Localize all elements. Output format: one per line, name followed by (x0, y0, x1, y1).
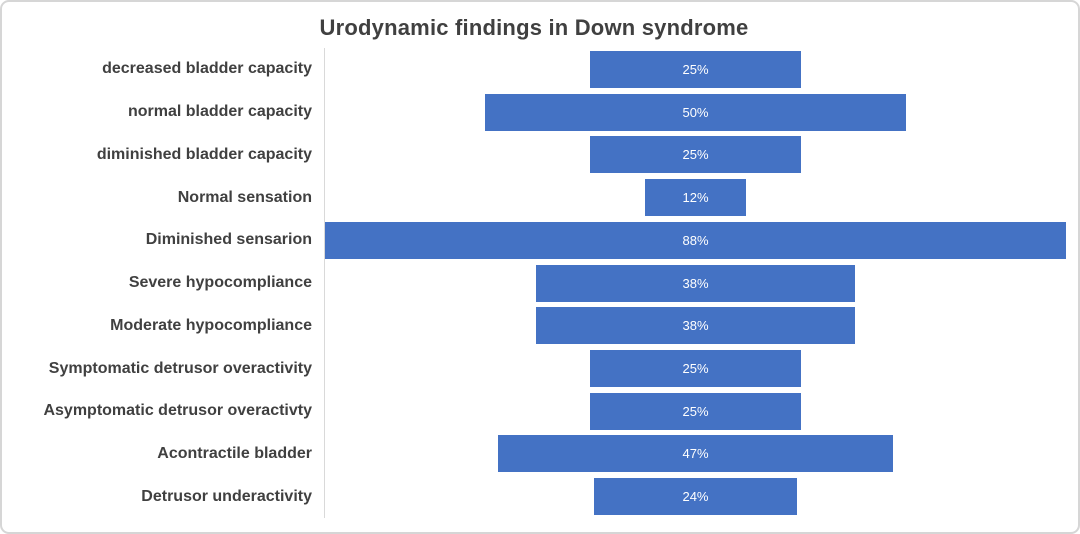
bar-track: 47% (324, 432, 1066, 476)
bar: 25% (590, 392, 801, 430)
category-label: decreased bladder capacity (102, 60, 312, 78)
category-label: Diminished sensarion (145, 231, 312, 249)
data-label: 38% (682, 275, 709, 291)
data-label: 25% (682, 361, 709, 376)
data-label: 38% (682, 318, 709, 334)
bar: 47% (497, 435, 894, 473)
category-label: diminished bladder capacity (96, 145, 312, 163)
chart-row: normal bladder capacity 50% (2, 90, 1066, 134)
chart-row: Moderate hypocompliance 38% (2, 304, 1066, 348)
bar-track: 50% (324, 90, 1066, 134)
bar: 24% (594, 478, 797, 516)
bar: 12% (644, 179, 747, 217)
chart-row: Detrusor underactivity 24% (2, 475, 1066, 519)
data-label: 47% (682, 446, 709, 462)
bar: 38% (535, 307, 856, 345)
bar: 25% (590, 50, 801, 88)
chart-row: Normal sensation 12% (2, 176, 1066, 219)
chart-title: Urodynamic findings in Down syndrome (319, 15, 749, 40)
category-label: Acontractile bladder (157, 444, 312, 462)
chart-row: decreased bladder capacity 25% (2, 48, 1066, 91)
data-label: 25% (682, 147, 709, 163)
bar: 50% (484, 93, 906, 131)
bar: 25% (590, 136, 801, 174)
data-label: 50% (682, 104, 709, 120)
data-label: 24% (682, 489, 709, 505)
bar-track: 25% (324, 48, 1066, 91)
data-label: 88% (682, 232, 709, 248)
category-label: Detrusor underactivity (141, 487, 312, 505)
chart-row: Symptomatic detrusor overactivity 25% (2, 347, 1066, 390)
category-label: Severe hypocompliance (128, 274, 312, 292)
chart-row: Acontractile bladder 47% (2, 432, 1066, 476)
chart-row: Asymptomatic detrusor overactivty 25% (2, 389, 1066, 433)
category-label: normal bladder capacity (127, 103, 312, 121)
bar-track: 38% (324, 304, 1066, 348)
bar-track: 12% (324, 176, 1066, 219)
bar: 88% (325, 221, 1066, 259)
bar-track: 25% (324, 389, 1066, 433)
category-label: Symptomatic detrusor overactivity (48, 359, 312, 377)
chart-row: Diminished sensarion 88% (2, 218, 1066, 262)
category-label: Normal sensation (177, 188, 312, 206)
bar-track: 88% (324, 218, 1066, 262)
plot-area: decreased bladder capacity 25% normal blad… (2, 48, 1066, 519)
chart-row: diminished bladder capacity 25% (2, 133, 1066, 177)
bar-track: 25% (324, 133, 1066, 177)
bar: 25% (590, 350, 801, 387)
data-label: 25% (682, 403, 709, 419)
category-label: Moderate hypocompliance (110, 316, 312, 334)
chart-row: Severe hypocompliance 38% (2, 261, 1066, 305)
data-label: 25% (682, 61, 709, 77)
bar-track: 38% (324, 261, 1066, 305)
bar-track: 24% (324, 475, 1066, 519)
bar-track: 25% (324, 347, 1066, 390)
bar: 38% (535, 264, 856, 302)
data-label: 12% (682, 190, 709, 206)
category-label: Asymptomatic detrusor overactivty (43, 402, 312, 420)
